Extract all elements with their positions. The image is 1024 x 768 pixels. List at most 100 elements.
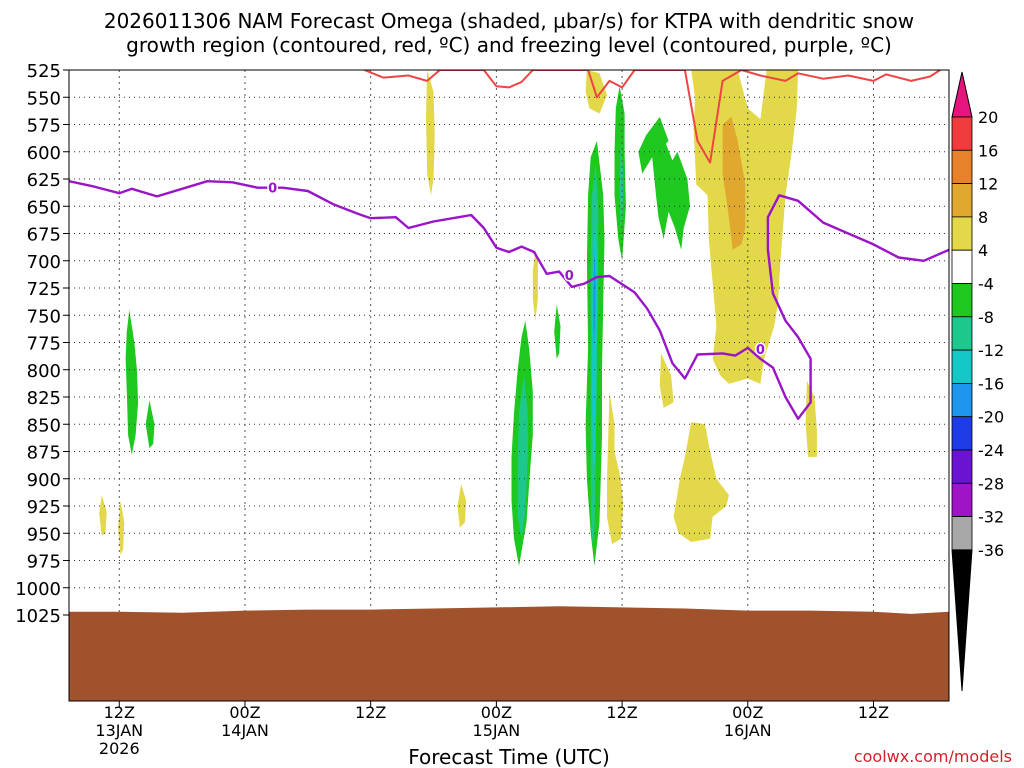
omega-shade-green — [554, 304, 561, 359]
colorbar-swatch — [951, 249, 973, 284]
omega-shade-yellow — [607, 391, 624, 545]
colorbar-label: -32 — [978, 508, 1004, 527]
y-tick-label: 900 — [27, 470, 61, 491]
colorbar-swatch — [951, 449, 973, 484]
y-tick-label: 875 — [27, 443, 61, 464]
colorbar-swatch — [951, 283, 973, 318]
colorbar-label: 20 — [978, 108, 998, 127]
y-tick-label: 775 — [27, 334, 61, 355]
omega-shade-yellow — [532, 249, 538, 321]
colorbar-label: -36 — [978, 541, 1004, 560]
y-tick-label: 1000 — [15, 579, 61, 600]
omega-shade-green — [638, 116, 669, 174]
y-tick-label: 675 — [27, 225, 61, 246]
freezing-level-label: 0 — [756, 343, 765, 358]
y-tick-label: 1025 — [15, 606, 61, 627]
x-axis-label: Forecast Time (UTC) — [408, 745, 610, 768]
gridlines — [69, 69, 949, 701]
credit-text: coolwx.com/models — [854, 747, 1012, 766]
freezing-level-label: 0 — [565, 269, 574, 284]
colorbar-swatch — [951, 382, 973, 418]
omega-shade-green — [145, 400, 155, 449]
colorbar-swatch — [951, 482, 973, 517]
plot-frame — [68, 69, 950, 702]
colorbar-swatch — [951, 216, 973, 251]
y-tick-label: 850 — [27, 415, 61, 436]
colorbar-label: 12 — [978, 175, 998, 194]
omega-shade-yellow — [805, 380, 817, 457]
terrain-polygon — [69, 606, 949, 701]
omega-shade-orange — [722, 116, 746, 250]
omega-shade-teal — [619, 140, 624, 228]
omega-shade-yellow — [585, 70, 607, 114]
y-tick-label: 525 — [27, 61, 61, 82]
colorbar-label: 4 — [978, 241, 988, 260]
freezing-level-line — [69, 179, 949, 420]
x-tick-label: 13JAN — [95, 721, 143, 740]
y-tick-label: 625 — [27, 170, 61, 191]
colorbar-swatch — [951, 316, 973, 351]
omega-shade-yellow — [659, 353, 674, 408]
x-tick-label: 00Z — [732, 703, 763, 722]
x-tick-label: 12Z — [104, 703, 135, 722]
x-tick-label: 12Z — [606, 703, 637, 722]
colorbar-swatch — [951, 416, 973, 451]
terrain-fill — [69, 606, 949, 701]
omega-shade-teal — [517, 375, 528, 539]
y-tick-label: 825 — [27, 388, 61, 409]
colorbar-label: 8 — [978, 208, 988, 227]
colorbar-swatch — [951, 183, 973, 218]
y-tick-label: 925 — [27, 497, 61, 518]
colorbar-label: -28 — [978, 474, 1004, 493]
y-tick-label: 700 — [27, 252, 61, 273]
x-tick-label: 14JAN — [221, 721, 269, 740]
y-tick-label: 550 — [27, 88, 61, 109]
x-tick-label: 12Z — [355, 703, 386, 722]
chart-title-line2: growth region (contoured, red, ºC) and f… — [126, 33, 892, 57]
x-tick-label: 00Z — [229, 703, 260, 722]
omega-shade-yellow — [673, 422, 729, 542]
colorbar-label: 16 — [978, 141, 998, 160]
x-tick-label: 00Z — [481, 703, 512, 722]
freezing-level-label: 0 — [268, 182, 277, 197]
plot-area: 0 0 0 525 550 575 600 625 650 675 700 725 750 775 800… — [15, 61, 950, 758]
omega-shade-yellow — [99, 495, 107, 536]
omega-shade-green — [652, 140, 690, 250]
colorbar: 20 16 12 8 4 -4 -8 -12 -16 -20 -24 -28 -32 -36 — [951, 71, 1004, 692]
omega-shading — [99, 70, 817, 566]
omega-shade-green — [125, 309, 139, 455]
colorbar-swatch — [951, 149, 973, 185]
y-tick-label: 600 — [27, 143, 61, 164]
y-tick-label: 575 — [27, 116, 61, 137]
colorbar-swatch — [951, 516, 973, 551]
colorbar-top-arrow — [951, 71, 973, 118]
colorbar-label: -16 — [978, 374, 1004, 393]
omega-shade-yellow — [457, 484, 467, 528]
y-tick-label: 750 — [27, 306, 61, 327]
y-tick-label: 725 — [27, 279, 61, 300]
colorbar-swatch — [951, 349, 973, 384]
colorbar-label: -4 — [978, 275, 994, 294]
dgz-contour-line — [364, 70, 941, 164]
colorbar-label: -12 — [978, 341, 1004, 360]
colorbar-swatch — [951, 116, 973, 151]
y-tick-label: 650 — [27, 197, 61, 218]
x-tick-label: 15JAN — [473, 721, 521, 740]
y-tick-label: 975 — [27, 552, 61, 573]
omega-shade-yellow — [426, 70, 435, 196]
omega-shade-blue — [593, 249, 596, 348]
colorbar-bottom-arrow — [951, 549, 973, 692]
x-tick-label: 2026 — [99, 739, 140, 758]
contour-lines: 0 0 0 — [69, 70, 949, 420]
chart-title-line1: 2026011306 NAM Forecast Omega (shaded, µ… — [104, 9, 914, 33]
y-tick-label: 950 — [27, 524, 61, 545]
colorbar-label: -20 — [978, 408, 1004, 427]
y-axis: 525 550 575 600 625 650 675 700 725 750 775 800 825 8… — [15, 61, 69, 627]
colorbar-label: -8 — [978, 308, 994, 327]
x-tick-label: 12Z — [858, 703, 889, 722]
x-tick-label: 16JAN — [724, 721, 772, 740]
colorbar-label: -24 — [978, 441, 1004, 460]
y-tick-label: 800 — [27, 361, 61, 382]
